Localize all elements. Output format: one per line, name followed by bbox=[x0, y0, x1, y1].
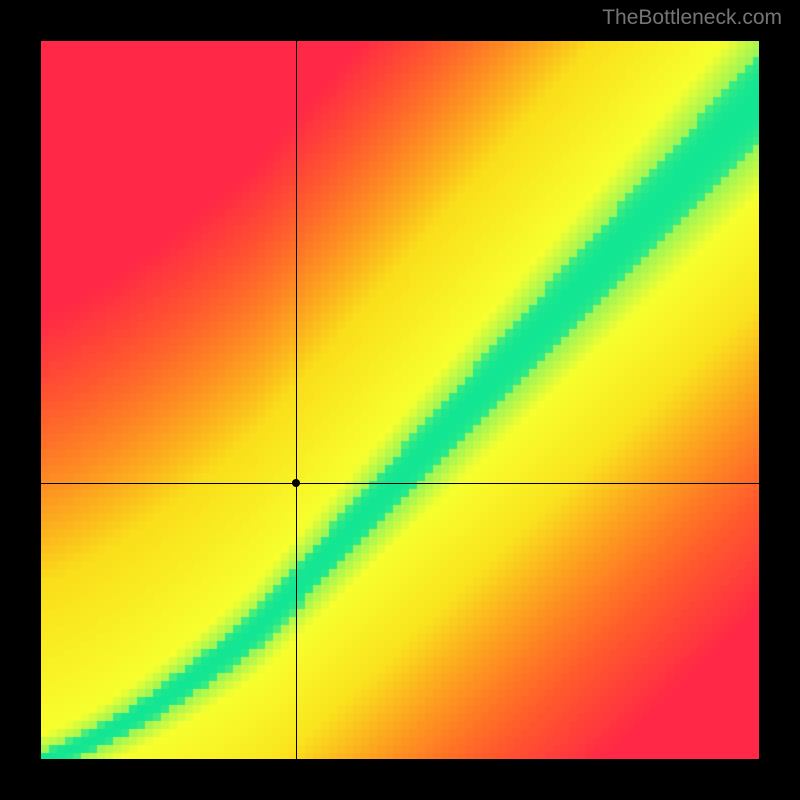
crosshair-marker-dot bbox=[292, 479, 300, 487]
crosshair-horizontal bbox=[41, 483, 759, 484]
watermark-text: TheBottleneck.com bbox=[602, 6, 782, 30]
crosshair-vertical bbox=[296, 41, 297, 759]
heatmap-plot bbox=[41, 41, 759, 759]
heatmap-canvas bbox=[41, 41, 759, 759]
